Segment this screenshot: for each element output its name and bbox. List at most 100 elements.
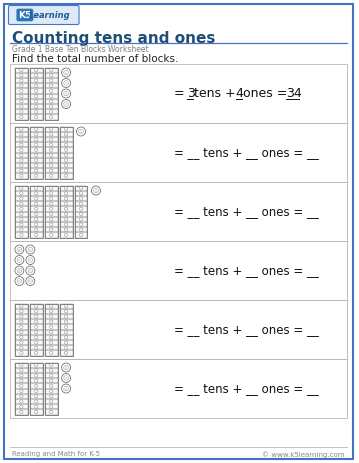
Bar [60,137,73,142]
Bar [15,227,28,232]
Bar [10,64,347,123]
Bar [30,114,43,119]
Bar [30,142,43,147]
Bar [30,186,43,238]
Bar [30,373,43,378]
Bar [30,158,43,163]
Bar [60,314,73,319]
Bar [45,126,58,131]
Bar [45,345,58,350]
Bar [45,163,58,168]
Text: = __ tens + __ ones = __: = __ tens + __ ones = __ [174,382,319,395]
Bar [30,173,43,179]
Bar [30,94,43,99]
Bar [75,186,88,238]
Bar [30,409,43,414]
Bar [60,206,73,212]
Bar [30,78,43,83]
Bar [30,88,43,94]
Bar [60,186,73,238]
Bar [30,168,43,173]
Bar [30,335,43,340]
Bar [60,345,73,350]
Bar [60,330,73,335]
Text: = __ tens + __ ones = __: = __ tens + __ ones = __ [174,205,319,218]
Bar [15,363,28,414]
Bar [15,394,28,399]
Bar [30,217,43,222]
Bar [30,227,43,232]
Bar [45,158,58,163]
Bar [45,109,58,114]
Bar [45,394,58,399]
Bar [15,350,28,356]
Bar [30,68,43,73]
Bar [45,363,58,368]
Bar [45,335,58,340]
Bar [10,241,347,300]
Bar [30,340,43,345]
Bar [30,212,43,217]
Bar [75,186,88,191]
Bar [15,324,28,330]
Bar [30,378,43,383]
Bar [30,201,43,206]
Bar [10,300,347,359]
Bar [15,309,28,314]
Bar [15,388,28,394]
Bar [45,304,58,356]
Bar [15,83,28,88]
Bar [15,304,28,356]
Bar [15,109,28,114]
Bar [30,383,43,388]
Bar [15,147,28,152]
Bar [45,404,58,409]
Bar [45,304,58,309]
Bar [15,142,28,147]
Bar [30,163,43,168]
Bar [15,232,28,238]
Bar [75,217,88,222]
Bar [45,68,58,73]
Text: 34: 34 [286,87,302,100]
Text: = __ tens + __ ones = __: = __ tens + __ ones = __ [174,264,319,277]
Bar [60,227,73,232]
Bar [30,206,43,212]
FancyBboxPatch shape [9,6,79,25]
Bar [75,196,88,201]
Bar [30,345,43,350]
Bar [45,340,58,345]
Bar [30,324,43,330]
Bar [30,131,43,137]
Bar [45,383,58,388]
Bar [30,73,43,78]
Bar [10,359,347,418]
Bar [15,137,28,142]
Bar [60,126,73,179]
Bar [30,191,43,196]
Bar [30,404,43,409]
Bar [15,158,28,163]
Text: 3: 3 [187,87,195,100]
Bar [60,309,73,314]
Bar [45,104,58,109]
Bar [15,212,28,217]
Bar [15,404,28,409]
Text: Find the total number of blocks.: Find the total number of blocks. [12,54,178,64]
Bar [30,83,43,88]
Bar [45,232,58,238]
Bar [15,126,28,131]
Bar [30,304,43,309]
Bar [75,222,88,227]
Bar [45,191,58,196]
Text: Grade 1 Base Ten Blocks Worksheet: Grade 1 Base Ten Blocks Worksheet [12,45,149,54]
Text: ones =: ones = [243,87,287,100]
Bar [30,104,43,109]
Bar [60,168,73,173]
Bar [45,99,58,104]
Bar [60,131,73,137]
Bar [45,186,58,238]
Bar [15,126,28,179]
Bar [15,173,28,179]
Bar [45,319,58,324]
